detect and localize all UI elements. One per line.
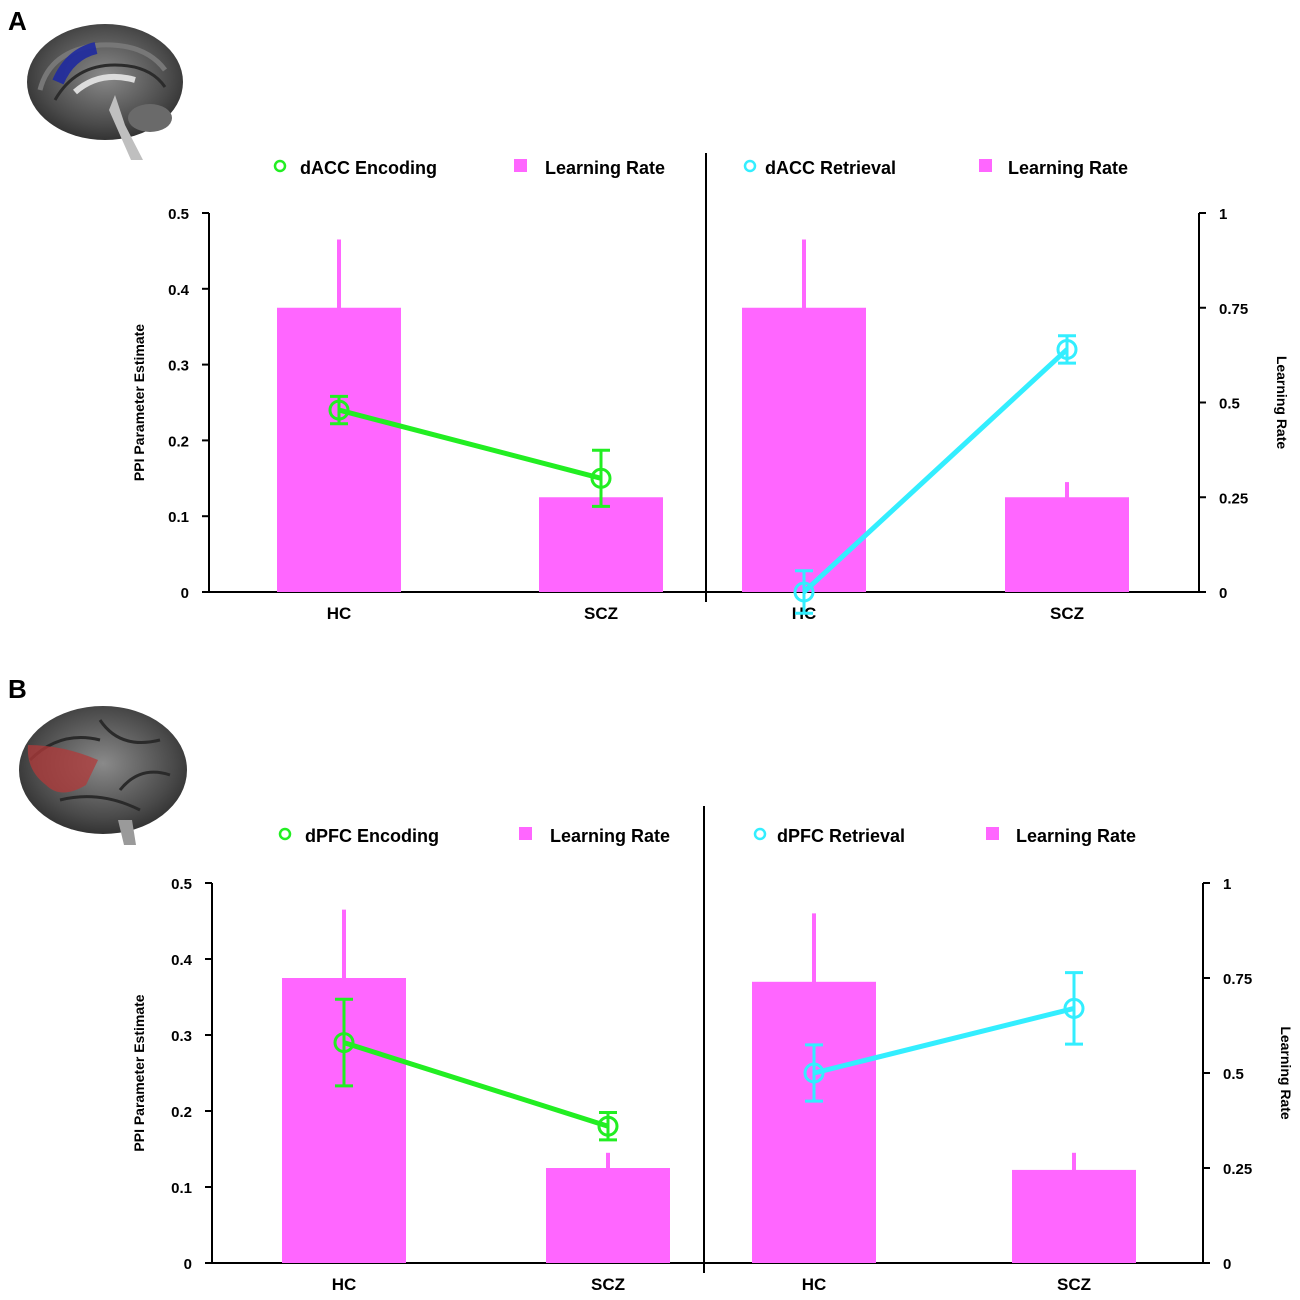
legend-bar-label: Learning Rate — [550, 826, 670, 846]
data-point — [793, 581, 815, 603]
bar — [546, 1168, 670, 1263]
left-tick-label: 0.4 — [168, 282, 190, 299]
bar — [1012, 1169, 1136, 1263]
data-point — [1063, 997, 1085, 1019]
chart-panel-b: 0 0.1 0.2 0.3 0.4 0.5 0 0.25 0.5 0.75 1 PPI Paramet… — [131, 806, 1294, 1294]
data-point — [803, 1062, 825, 1084]
legend-bar-label: Learning Rate — [545, 158, 665, 178]
data-point — [597, 1115, 619, 1137]
category-label: HC — [327, 604, 352, 623]
left-tick-label: 0.5 — [171, 876, 192, 893]
bar — [539, 497, 663, 592]
left-axis-title: PPI Parameter Estimate — [131, 994, 147, 1151]
category-label: SCZ — [1050, 604, 1084, 623]
series-line — [813, 1005, 1075, 1076]
left-tick-label: 0.1 — [168, 509, 189, 526]
legend-line-marker — [743, 159, 757, 173]
category-label: SCZ — [1057, 1275, 1091, 1294]
legend-bar-swatch — [514, 159, 527, 172]
category-label: HC — [802, 1275, 827, 1294]
left-tick-label: 0.3 — [171, 1028, 192, 1045]
data-point — [333, 1032, 355, 1054]
legend-line-label: dPFC Encoding — [305, 826, 439, 846]
right-tick-label: 0 — [1223, 1256, 1231, 1273]
series-line — [802, 347, 1069, 594]
right-tick-label: 0.75 — [1219, 301, 1248, 318]
panel-label-b: B — [8, 674, 27, 704]
left-axis-title: PPI Parameter Estimate — [131, 324, 147, 481]
right-tick-label: 1 — [1223, 876, 1231, 893]
medial-brain-dacc-icon — [27, 24, 183, 160]
data-point — [590, 467, 612, 489]
left-tick-label: 0.2 — [168, 433, 189, 450]
data-point — [328, 399, 350, 421]
legend-bar-label: Learning Rate — [1008, 158, 1128, 178]
legend-line-marker — [753, 827, 767, 841]
charts-layer: 0 0.1 0.2 0.3 0.4 0.5 0 0.25 0.5 0.75 1 PPI Paramet… — [131, 153, 1294, 1294]
data-point — [1056, 338, 1078, 360]
left-tick-label: 0.3 — [168, 358, 189, 375]
legend-line-marker — [273, 159, 287, 173]
right-tick-label: 0.5 — [1223, 1066, 1244, 1083]
panel-label-a: A — [8, 6, 27, 36]
right-tick-label: 0 — [1219, 585, 1227, 602]
left-tick-label: 0.1 — [171, 1180, 192, 1197]
left-tick-label: 0.2 — [171, 1104, 192, 1121]
right-tick-label: 0.5 — [1219, 396, 1240, 413]
legend-line-label: dACC Encoding — [300, 158, 437, 178]
category-label: SCZ — [584, 604, 618, 623]
right-tick-label: 1 — [1219, 206, 1227, 223]
right-axis-title: Learning Rate — [1274, 356, 1290, 450]
bar — [1005, 497, 1129, 592]
right-axis-title: Learning Rate — [1278, 1026, 1294, 1120]
left-tick-label: 0.4 — [171, 952, 193, 969]
left-tick-label: 0.5 — [168, 206, 189, 223]
right-tick-label: 0.75 — [1223, 971, 1252, 988]
left-tick-label: 0 — [184, 1256, 192, 1273]
right-tick-label: 0.25 — [1219, 490, 1248, 507]
legend-bar-swatch — [979, 159, 992, 172]
category-label: HC — [332, 1275, 357, 1294]
legend-line-label: dACC Retrieval — [765, 158, 896, 178]
lateral-brain-dpfc-icon — [19, 706, 187, 845]
category-label: SCZ — [591, 1275, 625, 1294]
right-tick-label: 0.25 — [1223, 1161, 1252, 1178]
legend-bar-label: Learning Rate — [1016, 826, 1136, 846]
legend-line-label: dPFC Retrieval — [777, 826, 905, 846]
left-tick-label: 0 — [181, 585, 189, 602]
series-line — [338, 407, 602, 481]
series-line — [343, 1040, 609, 1129]
legend-bar-swatch — [519, 827, 532, 840]
legend-bar-swatch — [986, 827, 999, 840]
chart-panel-a: 0 0.1 0.2 0.3 0.4 0.5 0 0.25 0.5 0.75 1 PPI Paramet… — [131, 153, 1290, 623]
legend-line-marker — [278, 827, 292, 841]
